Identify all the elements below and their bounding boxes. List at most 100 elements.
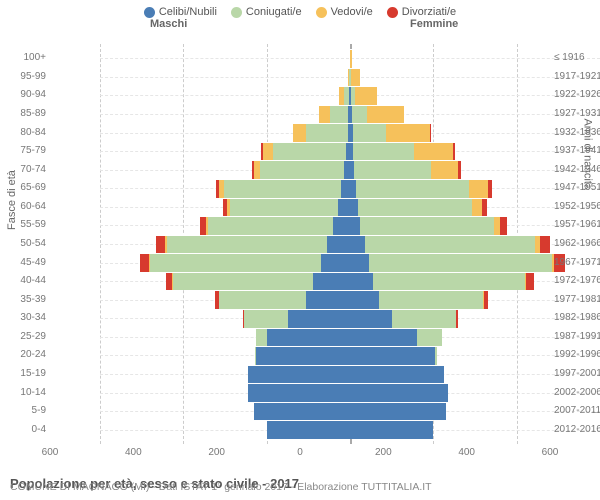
bar-segment	[392, 309, 457, 328]
age-label: 0-4	[6, 424, 46, 435]
bar-segment	[260, 160, 343, 179]
legend: Celibi/NubiliConiugati/eVedovi/eDivorzia…	[0, 0, 600, 18]
bar-segment	[354, 160, 431, 179]
bar-segment	[356, 179, 469, 198]
male-bar	[100, 86, 350, 104]
age-row	[100, 402, 600, 420]
age-row	[100, 328, 600, 346]
chart-subtitle: COMUNE DI MAGNAGO (MI) - Dati ISTAT 1° g…	[0, 481, 432, 493]
bar-segment	[327, 235, 350, 254]
bar-segment	[351, 68, 359, 87]
bar-segment	[453, 142, 455, 161]
age-row	[100, 105, 600, 123]
bar-segment	[263, 142, 273, 161]
bar-segment	[330, 105, 349, 124]
age-label: 25-29	[6, 331, 46, 342]
male-bar	[100, 383, 350, 401]
bar-segment	[293, 123, 306, 142]
age-label: 60-64	[6, 201, 46, 212]
bar-segment	[167, 235, 327, 254]
bar-segment	[482, 198, 487, 217]
male-bar	[100, 365, 350, 383]
birth-year-label: 1957-1961	[554, 219, 600, 230]
bar-segment	[350, 346, 435, 365]
bar-segment	[173, 272, 313, 291]
birth-year-label: 1922-1926	[554, 89, 600, 100]
bar-segment	[319, 105, 329, 124]
age-label: 15-19	[6, 368, 46, 379]
age-label: 50-54	[6, 238, 46, 249]
bar-segment	[306, 290, 350, 309]
bar-segment	[306, 123, 348, 142]
bar-segment	[350, 328, 417, 347]
male-bar	[100, 253, 350, 271]
bar-segment	[350, 235, 365, 254]
age-row	[100, 272, 600, 290]
bar-segment	[353, 142, 413, 161]
male-bar	[100, 142, 350, 160]
bar-segment	[267, 420, 350, 439]
bar-segment	[526, 272, 534, 291]
birth-year-label: 1947-1951	[554, 182, 600, 193]
bar-segment	[472, 198, 482, 217]
bar-segment	[373, 272, 525, 291]
age-label: 75-79	[6, 145, 46, 156]
column-headers: Maschi Femmine	[0, 18, 600, 34]
age-label: 20-24	[6, 349, 46, 360]
age-row	[100, 290, 600, 308]
birth-year-label: 1927-1931	[554, 108, 600, 119]
age-label: 5-9	[6, 405, 46, 416]
age-label: 80-84	[6, 127, 46, 138]
x-tick-label: 0	[285, 447, 315, 458]
birth-year-label: 1917-1921	[554, 71, 600, 82]
bar-segment	[156, 235, 164, 254]
male-bar	[100, 49, 350, 67]
age-row	[100, 142, 600, 160]
bar-segment	[469, 179, 488, 198]
legend-item: Coniugati/e	[231, 6, 302, 18]
age-label: 55-59	[6, 219, 46, 230]
population-pyramid-chart: Celibi/NubiliConiugati/eVedovi/eDivorzia…	[0, 0, 600, 500]
x-tick-label: 200	[368, 447, 398, 458]
bar-segment	[500, 216, 508, 235]
bar-segment	[367, 105, 405, 124]
legend-label: Coniugati/e	[246, 6, 302, 18]
bar-segment	[219, 290, 307, 309]
male-bar	[100, 272, 350, 290]
age-label: 85-89	[6, 108, 46, 119]
age-row	[100, 365, 600, 383]
x-tick-label: 600	[535, 447, 565, 458]
bar-segment	[256, 328, 266, 347]
bar-segment	[350, 309, 392, 328]
age-label: 35-39	[6, 294, 46, 305]
age-row	[100, 420, 600, 438]
age-row	[100, 179, 600, 197]
birth-year-label: 1952-1956	[554, 201, 600, 212]
bar-segment	[224, 179, 341, 198]
age-label: 30-34	[6, 312, 46, 323]
bar-segment	[150, 253, 321, 272]
bar-segment	[430, 123, 431, 142]
bar-segment	[350, 365, 444, 384]
birth-year-label: 2002-2006	[554, 387, 600, 398]
birth-year-label: 2012-2016	[554, 424, 600, 435]
legend-label: Divorziati/e	[402, 6, 456, 18]
bar-segment	[244, 309, 288, 328]
birth-year-label: ≤ 1916	[554, 52, 600, 63]
bar-segment	[273, 142, 346, 161]
birth-year-label: 1932-1936	[554, 127, 600, 138]
bar-segment	[360, 216, 493, 235]
bar-segment	[267, 328, 350, 347]
bar-segment	[458, 160, 461, 179]
age-row	[100, 160, 600, 178]
bar-segment	[350, 216, 360, 235]
male-bar	[100, 235, 350, 253]
birth-year-label: 1962-1966	[554, 238, 600, 249]
age-label: 65-69	[6, 182, 46, 193]
age-label: 90-94	[6, 89, 46, 100]
legend-swatch	[144, 7, 155, 18]
header-female: Femmine	[410, 18, 458, 30]
male-bar	[100, 290, 350, 308]
age-label: 45-49	[6, 257, 46, 268]
age-row	[100, 68, 600, 86]
